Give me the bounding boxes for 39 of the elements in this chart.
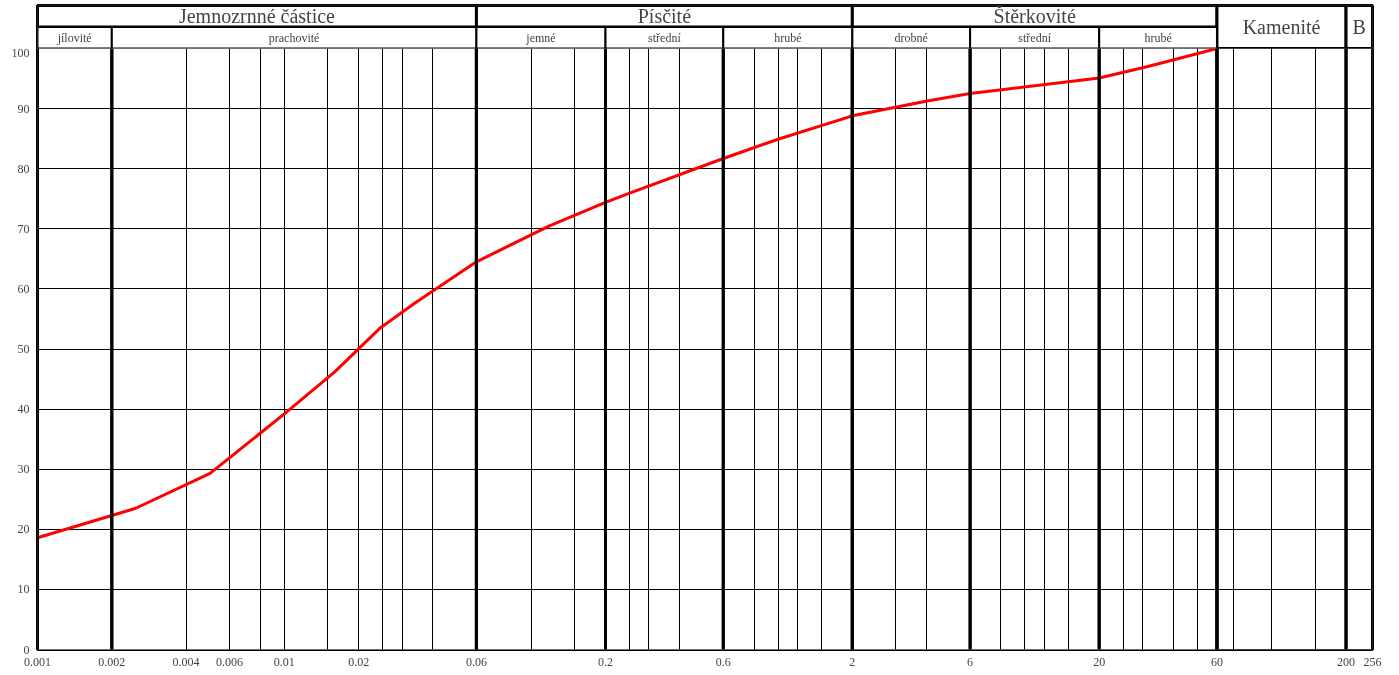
x-tick-label: 200: [1337, 654, 1356, 669]
x-tick-label: 0.01: [273, 654, 295, 669]
y-tick-label: 100: [11, 45, 30, 60]
y-tick-label: 0: [23, 642, 30, 657]
x-tick-label: 6: [967, 654, 974, 669]
band-label: Jemnozrnné částice: [178, 5, 336, 28]
y-tick-label: 90: [17, 101, 30, 116]
band-label: jílovité: [56, 30, 92, 45]
y-tick-label: 20: [17, 522, 30, 537]
band-label: Kamenité: [1242, 16, 1321, 38]
x-tick-label: 20: [1093, 654, 1106, 669]
x-tick-label: 256: [1363, 654, 1382, 669]
x-tick-label: 0.06: [465, 654, 487, 669]
x-tick-label: 0.2: [598, 654, 613, 669]
y-tick-label: 40: [17, 402, 30, 417]
x-tick-label: 2: [849, 654, 856, 669]
band-label: Písčité: [637, 5, 692, 28]
band-label: střední: [1018, 30, 1052, 45]
x-tick-label: 60: [1210, 654, 1223, 669]
y-tick-label: 10: [17, 582, 30, 597]
band-label: hrubé: [774, 30, 802, 45]
x-tick-label: 0.004: [172, 654, 200, 669]
y-tick-label: 30: [17, 462, 30, 477]
y-tick-label: 50: [17, 342, 30, 356]
y-tick-label: 80: [17, 161, 30, 176]
y-tick-label: 70: [17, 221, 30, 236]
x-tick-label: 0.006: [216, 654, 244, 669]
y-tick-label: 60: [17, 281, 30, 296]
x-tick-label: 0.02: [348, 654, 370, 669]
band-label: drobné: [894, 30, 928, 45]
band-label: střední: [648, 30, 682, 45]
x-tick-label: 0.001: [24, 654, 51, 669]
x-tick-label: 0.002: [98, 654, 126, 669]
x-tick-label: 0.6: [715, 654, 731, 669]
band-label: Štěrkovité: [993, 4, 1076, 28]
band-label: B: [1352, 16, 1366, 38]
band-label: hrubé: [1144, 30, 1172, 45]
band-label: jemné: [525, 30, 556, 45]
band-label: prachovité: [268, 30, 320, 45]
